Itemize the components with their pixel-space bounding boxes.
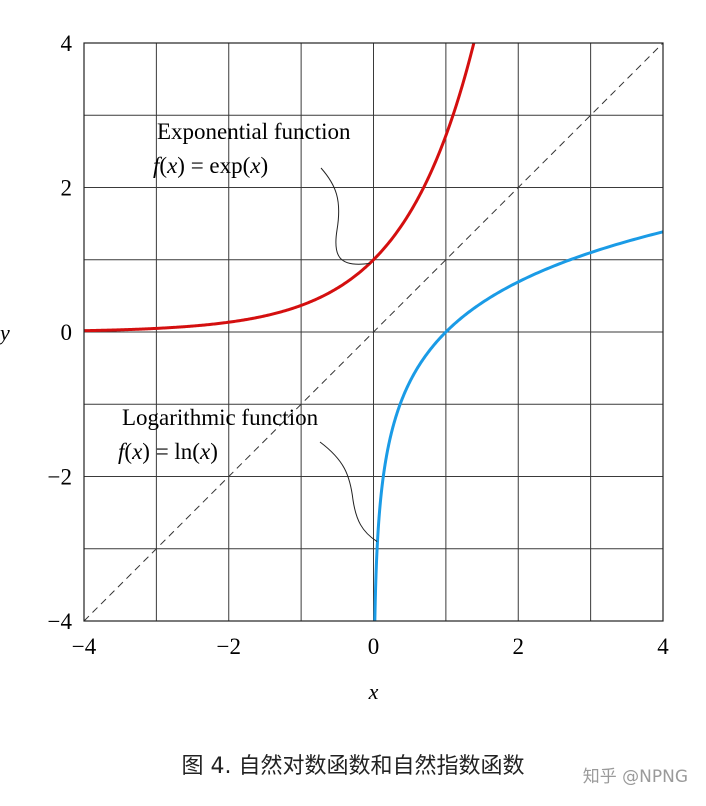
formula-x2: x — [199, 439, 211, 464]
annotation-exp-leader — [320, 167, 370, 265]
series-line-logarithmic — [373, 230, 664, 622]
formula-rhs: ) = ln( — [142, 439, 200, 464]
x-tick-label: −2 — [217, 634, 241, 659]
formula-x: x — [166, 153, 178, 178]
tick-labels: −4 −2 0 2 4 −4 −2 0 2 4 — [48, 31, 670, 659]
annotation-exp-title: Exponential function — [157, 119, 351, 144]
annotation-log-title: Logarithmic function — [122, 405, 319, 430]
formula-x2: x — [249, 153, 261, 178]
plot-frame — [83, 42, 664, 622]
annotation-log-leader — [319, 441, 378, 542]
formula-x: x — [131, 439, 143, 464]
formula-paren: ( — [159, 153, 167, 178]
y-tick-label: 0 — [61, 320, 73, 345]
y-tick-label: 2 — [61, 176, 73, 201]
formula-rhs: ) = exp( — [177, 153, 250, 178]
formula-f: f — [118, 439, 128, 464]
annotation-exp-formula: f(x) = exp(x) — [153, 153, 268, 178]
watermark: 知乎 @NPNG — [582, 767, 688, 787]
x-axis-label: x — [368, 679, 379, 704]
annotation-log-formula: f(x) = ln(x) — [118, 439, 218, 464]
x-tick-label: 0 — [368, 634, 380, 659]
series-line-exponential — [83, 42, 476, 333]
identity-line-dashed — [83, 42, 664, 622]
formula-close: ) — [261, 153, 269, 178]
y-tick-label: −4 — [48, 609, 73, 634]
y-tick-label: 4 — [61, 31, 73, 56]
y-tick-label: −2 — [48, 465, 72, 490]
formula-f: f — [153, 153, 163, 178]
x-tick-label: −4 — [72, 634, 97, 659]
y-axis-label: y — [0, 320, 10, 345]
x-tick-label: 4 — [657, 634, 669, 659]
x-tick-label: 2 — [513, 634, 525, 659]
figure-caption: 图 4. 自然对数函数和自然指数函数 — [181, 754, 525, 779]
formula-close: ) — [210, 439, 218, 464]
formula-paren: ( — [124, 439, 132, 464]
